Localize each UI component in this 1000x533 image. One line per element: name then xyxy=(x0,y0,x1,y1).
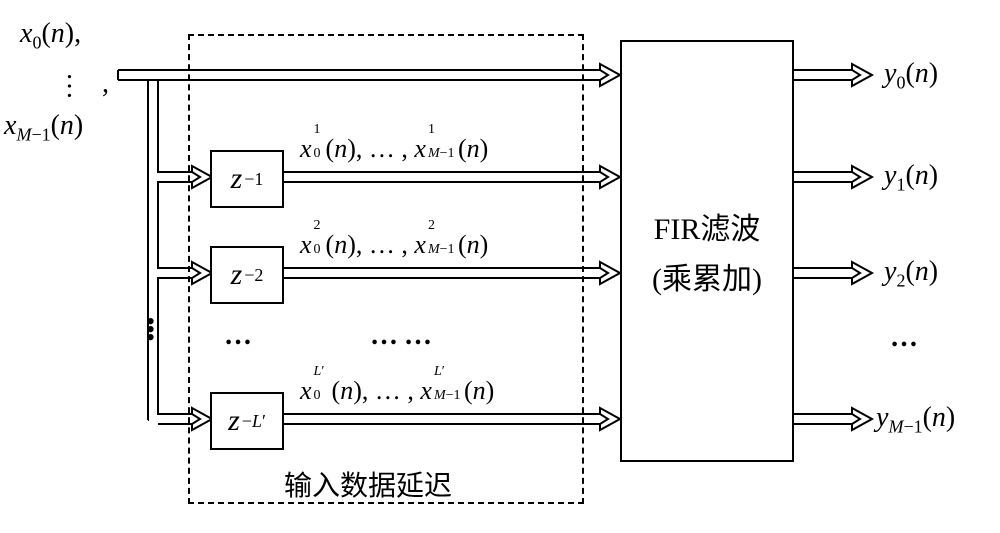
output-yM: yM−1(n) xyxy=(876,402,955,438)
delay-block-z1: z−1 xyxy=(210,150,284,208)
output-y2: y2(n) xyxy=(884,256,938,292)
bus-vdots: ••• xyxy=(146,318,155,342)
delay-ellipsis: … xyxy=(224,320,258,352)
diagram-canvas: x0(n), …, xM−1(n) 输入数据延迟 FIR滤波 (乘累加) xyxy=(0,0,1000,533)
signal-buses-svg xyxy=(0,0,1000,533)
signal-label-2: x20(n), … , x2M−1(n) xyxy=(300,230,488,260)
signal-label-1: x10(n), … , x1M−1(n) xyxy=(300,134,488,164)
signal-label-L: xL′0(n), … , xL′M−1(n) xyxy=(300,376,494,406)
delay-block-zL: z−L′ xyxy=(210,392,284,450)
signal-ellipsis: …… xyxy=(370,320,438,352)
output-y1: y1(n) xyxy=(884,160,938,196)
output-y0: y0(n) xyxy=(884,58,938,94)
delay-block-z2: z−2 xyxy=(210,246,284,304)
output-vdots: … xyxy=(890,322,924,354)
